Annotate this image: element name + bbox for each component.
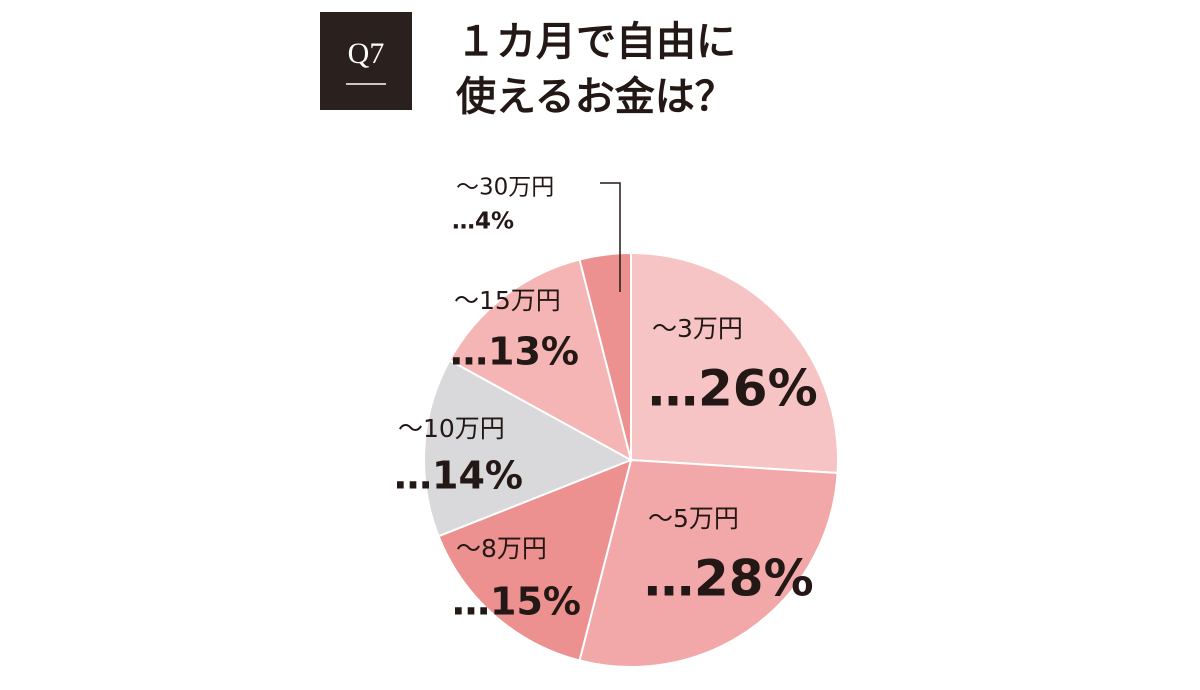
pie [423,251,839,668]
badge [320,12,412,110]
value-label: …4% [452,209,514,235]
slice-label: ～10万円 [398,414,505,443]
slice-label: ～30万円 [456,175,554,201]
value-label: …26% [648,360,818,418]
leader-line [600,182,621,292]
pie-slice [448,258,633,462]
pie-slice [578,458,839,668]
pie-slice [423,358,634,538]
slice-label: ～15万円 [454,286,561,315]
slice-label: ～8万円 [456,534,547,563]
slice-label: ～3万円 [652,314,743,343]
pie-slice [630,251,839,475]
chart-title: １カ月で自由に [456,19,736,65]
pie-slice [578,251,632,461]
value-label: …15% [452,580,581,624]
slice-label: ～5万円 [648,504,739,533]
value-label: …28% [644,550,814,608]
value-label: …13% [450,330,579,374]
badge-text: Q7 [348,37,385,70]
pie-slice [437,458,633,662]
chart-title: 使えるお金は？ [456,74,735,120]
value-label: …14% [394,454,523,498]
